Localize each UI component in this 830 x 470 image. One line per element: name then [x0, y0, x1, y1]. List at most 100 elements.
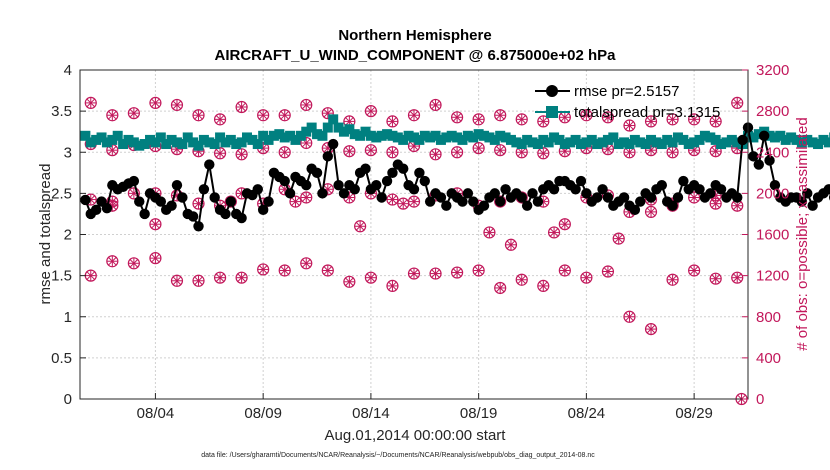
totalspread-point: [689, 137, 700, 148]
totalspread-point: [710, 134, 721, 145]
obs-possible-circle: [106, 255, 119, 268]
obs-possible-circle: [666, 273, 679, 286]
obs-count-marker: [278, 109, 291, 122]
left-y-axis-label: rmse and totalspread: [37, 164, 54, 305]
obs-possible-circle: [213, 113, 227, 126]
rmse-point: [462, 188, 474, 199]
obs-count-marker: [213, 113, 227, 126]
obs-count-marker: [709, 272, 722, 285]
totalspread-point: [317, 130, 328, 141]
totalspread-point: [522, 134, 533, 145]
totalspread-series: [80, 114, 830, 151]
obs-possible-circle: [450, 111, 464, 124]
obs-count-marker: [407, 195, 421, 208]
rmse-point: [618, 192, 630, 203]
obs-count-marker: [688, 264, 701, 277]
totalspread-point: [570, 134, 581, 145]
totalspread-point: [376, 130, 387, 141]
totalspread-point: [198, 134, 209, 145]
obs-possible-circle: [537, 115, 550, 128]
totalspread-point: [107, 134, 118, 145]
rmse-point: [257, 204, 269, 216]
obs-count-marker: [257, 109, 270, 122]
obs-possible-circle: [558, 218, 571, 231]
totalspread-point: [338, 126, 349, 137]
obs-possible-circle: [407, 267, 421, 280]
obs-count-marker: [666, 273, 679, 286]
totalspread-point: [96, 132, 107, 143]
rmse-point: [338, 188, 350, 199]
x-tick-label: 08/09: [244, 405, 282, 422]
y-tick-label-left: 1.5: [51, 268, 72, 285]
totalspread-point: [705, 132, 716, 143]
obs-count-marker: [278, 264, 291, 277]
rmse-point: [322, 151, 334, 162]
legend-rmse-label: rmse pr=2.5157: [574, 83, 679, 100]
totalspread-point: [527, 137, 538, 148]
obs-count-marker: [558, 264, 571, 277]
totalspread-point: [441, 132, 452, 143]
rmse-point: [807, 200, 818, 211]
obs-count-marker: [149, 218, 162, 231]
totalspread-point: [576, 139, 586, 150]
obs-count-marker: [666, 113, 679, 126]
totalspread-point: [134, 140, 145, 151]
obs-possible-circle: [170, 274, 184, 287]
obs-possible-circle: [170, 98, 184, 112]
obs-count-marker: [515, 113, 528, 126]
totalspread-point: [597, 137, 608, 148]
obs-count-marker: [731, 96, 744, 110]
rmse-point: [349, 184, 360, 195]
obs-count-marker: [397, 197, 410, 210]
totalspread-point: [554, 134, 565, 145]
obs-possible-circle: [343, 275, 356, 288]
obs-possible-circle: [494, 281, 507, 295]
y-tick-label-right: 2000: [756, 185, 789, 202]
obs-possible-circle: [450, 266, 464, 279]
rmse-point: [134, 196, 145, 207]
totalspread-point: [242, 132, 252, 143]
x-tick-label: 08/14: [352, 405, 390, 422]
totalspread-point: [694, 134, 705, 145]
totalspread-point: [182, 132, 193, 143]
totalspread-point: [349, 129, 360, 140]
rmse-point: [532, 196, 544, 207]
obs-count-marker: [84, 96, 97, 110]
rmse-point: [748, 151, 759, 162]
totalspread-point: [220, 137, 231, 148]
totalspread-point: [188, 137, 199, 148]
obs-possible-circle: [386, 193, 399, 206]
obs-count-marker: [127, 107, 140, 120]
obs-possible-circle: [235, 148, 248, 161]
obs-count-marker: [386, 146, 399, 159]
obs-possible-circle: [300, 257, 313, 270]
totalspread-point: [716, 139, 727, 150]
obs-count-marker: [601, 111, 615, 124]
rmse-point: [441, 200, 452, 211]
rmse-point: [408, 184, 420, 195]
obs-possible-circle: [494, 195, 507, 208]
obs-possible-circle: [192, 274, 205, 287]
obs-count-marker: [601, 265, 615, 278]
totalspread-point: [258, 130, 269, 141]
obs-possible-circle: [343, 145, 356, 158]
totalspread-point: [333, 122, 344, 133]
rmse-point: [796, 196, 808, 207]
totalspread-point: [726, 134, 737, 145]
obs-count-marker: [494, 281, 507, 295]
obs-possible-circle: [429, 98, 442, 112]
totalspread-point: [409, 132, 419, 143]
obs-count-marker: [547, 226, 561, 239]
obs-count-marker: [515, 273, 528, 286]
totalspread-point: [231, 139, 242, 150]
obs-count-marker: [192, 274, 205, 287]
totalspread-point: [225, 134, 236, 145]
obs-count-marker: [709, 145, 722, 158]
obs-count-marker: [558, 111, 571, 124]
totalspread-point: [365, 130, 376, 141]
rmse-point: [678, 175, 689, 187]
obs-count-marker: [321, 107, 334, 120]
obs-possible-circle: [580, 109, 593, 122]
totalspread-point: [753, 129, 764, 140]
